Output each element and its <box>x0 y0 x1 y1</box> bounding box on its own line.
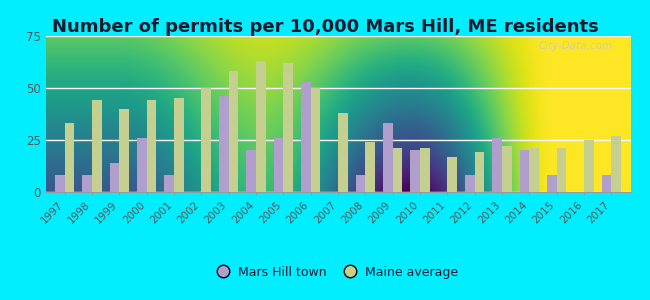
Bar <box>137 138 147 192</box>
Bar <box>110 163 120 192</box>
Bar <box>92 100 101 192</box>
Bar <box>274 138 283 192</box>
Text: Number of permits per 10,000 Mars Hill, ME residents: Number of permits per 10,000 Mars Hill, … <box>51 18 599 36</box>
Bar <box>420 148 430 192</box>
Bar <box>164 176 174 192</box>
Bar <box>311 88 320 192</box>
Bar <box>229 71 238 192</box>
Bar <box>356 176 365 192</box>
Bar <box>383 123 393 192</box>
Bar <box>584 140 593 192</box>
Bar <box>83 176 92 192</box>
Bar <box>202 88 211 192</box>
Bar <box>529 148 539 192</box>
Bar <box>229 71 238 192</box>
Bar <box>547 176 556 192</box>
Bar <box>383 123 393 192</box>
Bar <box>556 148 566 192</box>
Bar <box>174 98 183 192</box>
Bar <box>529 148 539 192</box>
Bar <box>301 82 311 192</box>
Bar <box>256 61 266 192</box>
Bar <box>283 63 293 192</box>
Bar <box>246 150 256 192</box>
Bar <box>55 176 64 192</box>
Bar <box>55 176 64 192</box>
Bar <box>410 150 420 192</box>
Bar <box>164 176 174 192</box>
Bar <box>520 150 529 192</box>
Bar <box>356 176 365 192</box>
Bar <box>365 142 375 192</box>
Bar <box>283 63 293 192</box>
Bar <box>612 136 621 192</box>
Bar <box>274 138 283 192</box>
Bar <box>602 176 612 192</box>
Bar <box>83 176 92 192</box>
Bar <box>612 136 621 192</box>
Bar <box>520 150 529 192</box>
Bar <box>493 138 502 192</box>
Bar <box>64 123 74 192</box>
Bar <box>92 100 101 192</box>
Bar <box>602 176 612 192</box>
Bar <box>502 146 512 192</box>
Legend: Mars Hill town, Maine average: Mars Hill town, Maine average <box>218 266 458 279</box>
Bar <box>420 148 430 192</box>
Bar <box>256 61 266 192</box>
Bar <box>393 148 402 192</box>
Bar <box>202 88 211 192</box>
Bar <box>219 96 229 192</box>
Bar <box>447 157 457 192</box>
Bar <box>465 176 474 192</box>
Bar <box>365 142 375 192</box>
Bar <box>64 123 74 192</box>
Bar <box>174 98 183 192</box>
Bar <box>465 176 474 192</box>
Bar <box>338 113 348 192</box>
Bar <box>547 176 556 192</box>
Bar <box>120 109 129 192</box>
Bar <box>393 148 402 192</box>
Bar <box>147 100 156 192</box>
Bar <box>246 150 256 192</box>
Bar <box>447 157 457 192</box>
Bar <box>301 82 311 192</box>
Bar <box>110 163 120 192</box>
Bar <box>474 152 484 192</box>
Bar <box>137 138 147 192</box>
Bar <box>147 100 156 192</box>
Text: City-Data.com: City-Data.com <box>539 41 613 51</box>
Bar <box>474 152 484 192</box>
Bar <box>311 88 320 192</box>
Bar <box>120 109 129 192</box>
Bar <box>502 146 512 192</box>
Bar <box>556 148 566 192</box>
Bar <box>338 113 348 192</box>
Bar <box>219 96 229 192</box>
Bar <box>410 150 420 192</box>
Bar <box>584 140 593 192</box>
Bar <box>493 138 502 192</box>
